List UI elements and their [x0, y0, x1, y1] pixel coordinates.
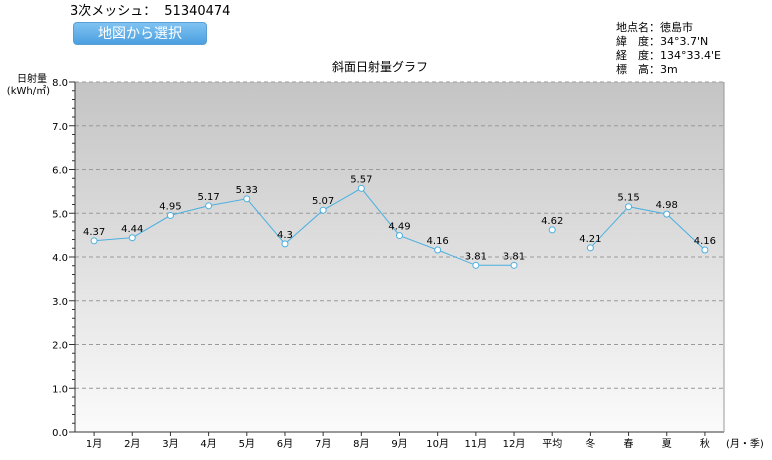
data-point	[548, 226, 556, 234]
data-label: 5.57	[350, 174, 372, 185]
data-point	[90, 237, 98, 245]
data-label: 5.33	[236, 185, 258, 196]
altitude-row: 標 高：3m	[616, 63, 721, 77]
x-tick-label: 8月	[353, 438, 369, 450]
data-point	[701, 246, 709, 254]
altitude-value: 3m	[660, 63, 678, 76]
data-point	[166, 211, 174, 219]
latitude-row: 緯 度：34°3.7'N	[616, 35, 721, 49]
data-label: 4.62	[541, 216, 563, 227]
mesh-label: 3次メッシュ：	[70, 4, 157, 19]
x-tick-label: 5月	[239, 438, 255, 450]
data-point	[586, 244, 594, 252]
y-tick-label: 1.0	[52, 384, 68, 395]
y-tick-label: 3.0	[52, 297, 68, 308]
x-tick-label: 2月	[124, 438, 140, 450]
x-tick-label: 7月	[315, 438, 331, 450]
y-tick-label: 4.0	[52, 253, 68, 264]
data-point	[243, 195, 251, 203]
data-point	[128, 234, 136, 242]
y-tick-label: 7.0	[52, 122, 68, 133]
x-axis-suffix: (月・季)	[726, 438, 764, 450]
data-label: 3.81	[503, 251, 525, 262]
data-label: 4.95	[159, 201, 181, 212]
data-point	[205, 202, 213, 210]
x-tick-label: 春	[624, 438, 634, 450]
data-point	[319, 206, 327, 214]
data-label: 4.21	[579, 234, 601, 245]
latitude-value: 34°3.7'N	[660, 35, 709, 48]
x-tick-label: 11月	[464, 438, 487, 450]
mesh-info: 3次メッシュ： 51340474	[70, 0, 230, 19]
data-point	[472, 261, 480, 269]
y-tick-label: 0.0	[52, 428, 68, 439]
x-tick-label: 9月	[391, 438, 407, 450]
series-line	[94, 187, 514, 266]
altitude-label: 標 高：	[616, 63, 660, 76]
data-label: 3.81	[465, 251, 487, 262]
data-point	[434, 246, 442, 254]
data-label: 4.44	[121, 224, 143, 235]
x-tick-label: 4月	[200, 438, 216, 450]
y-axis-label: 日射量(kWh/㎡)	[7, 73, 50, 97]
y-tick-label: 5.0	[52, 209, 68, 220]
data-label: 4.16	[694, 236, 716, 247]
chart-title: 斜面日射量グラフ	[332, 59, 428, 74]
data-label: 4.49	[388, 222, 410, 233]
data-label: 5.07	[312, 196, 334, 207]
x-tick-label: 10月	[426, 438, 449, 450]
data-point	[625, 203, 633, 211]
x-tick-label: 12月	[503, 438, 526, 450]
x-tick-label: 秋	[700, 437, 710, 450]
location-name-row: 地点名：徳島市	[616, 21, 721, 35]
x-tick-label: 1月	[86, 438, 102, 450]
select-from-map-button[interactable]: 地図から選択	[73, 22, 207, 45]
mesh-code: 51340474	[164, 4, 231, 19]
y-tick-label: 2.0	[52, 341, 68, 352]
data-point	[510, 261, 518, 269]
y-tick-label: 8.0	[52, 78, 68, 89]
latitude-label: 緯 度：	[616, 35, 660, 48]
longitude-value: 134°33.4'E	[660, 49, 721, 62]
data-point	[357, 184, 365, 192]
data-label: 4.16	[427, 236, 449, 247]
data-point	[281, 240, 289, 248]
longitude-label: 経 度：	[616, 49, 660, 62]
data-label: 5.17	[197, 192, 219, 203]
longitude-row: 経 度：134°33.4'E	[616, 49, 721, 63]
x-tick-label: 平均	[542, 438, 562, 450]
data-label: 4.98	[656, 200, 678, 211]
data-point	[663, 210, 671, 218]
location-name: 徳島市	[660, 21, 693, 34]
data-point	[396, 232, 403, 240]
x-tick-label: 夏	[662, 438, 672, 450]
y-tick-label: 6.0	[52, 166, 68, 177]
x-tick-label: 冬	[585, 437, 595, 450]
location-info: 地点名：徳島市 緯 度：34°3.7'N 経 度：134°33.4'E 標 高：…	[616, 21, 721, 77]
data-label: 5.15	[617, 193, 639, 204]
series-line	[590, 206, 706, 251]
data-label: 4.3	[277, 230, 293, 241]
location-name-label: 地点名：	[616, 21, 660, 34]
x-tick-label: 3月	[162, 438, 178, 450]
x-tick-label: 6月	[277, 438, 293, 450]
data-label: 4.37	[83, 227, 105, 238]
